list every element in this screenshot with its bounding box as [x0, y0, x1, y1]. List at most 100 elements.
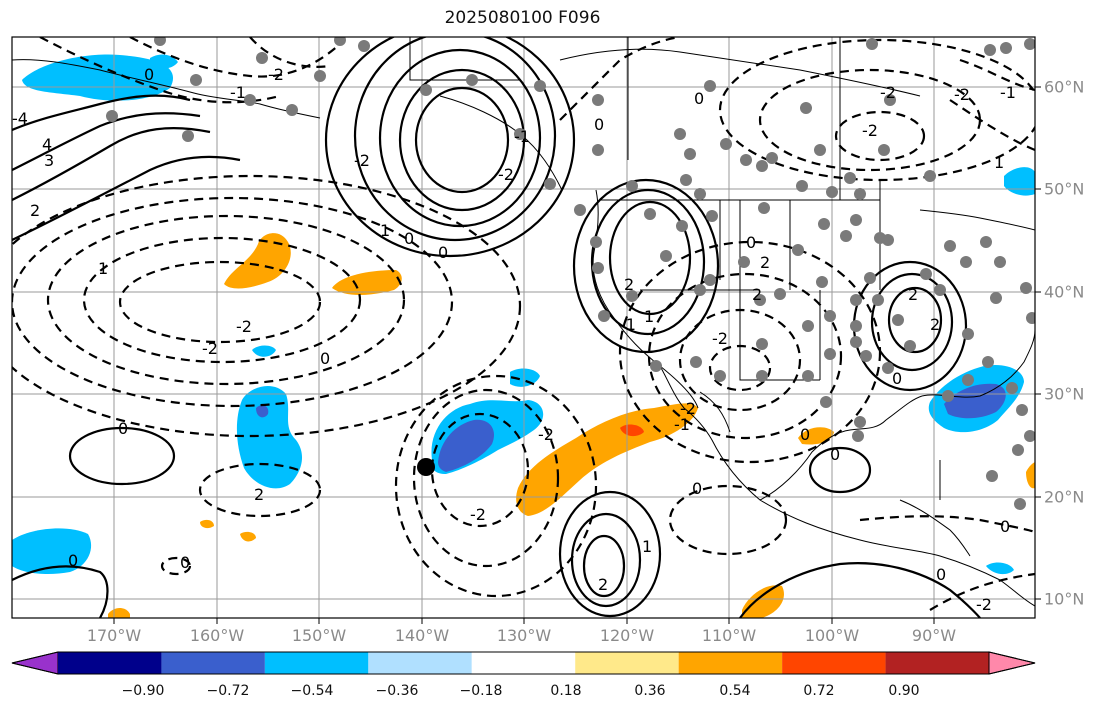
fill-canada-cyan: [1004, 167, 1035, 196]
longitude-label: 140°W: [394, 626, 450, 645]
contour-label: 0: [594, 115, 604, 134]
fill-gulf-orange: [798, 427, 834, 445]
fill-sw-cyan: [12, 528, 92, 574]
contour-label: 0: [936, 565, 946, 584]
fill-alaska-cyan-2: [150, 54, 178, 69]
contour-label: 1: [644, 307, 654, 326]
contour-label: -1: [230, 83, 246, 102]
contour-label: -2: [976, 595, 992, 614]
fill-alaska-cyan: [22, 54, 174, 101]
longitude-label: 130°W: [496, 626, 552, 645]
longitude-label: 100°W: [804, 626, 860, 645]
colorbar-segment: [678, 652, 783, 674]
contour-labels: 0 -1 -2 1 2 3 4 -4 -2 0 1 -2 0 -2 -2 -1 …: [12, 65, 1016, 614]
contour-label: -2: [880, 83, 896, 102]
colorbar-tick-label: 0.36: [634, 683, 666, 699]
colorbar-extend-min: [11, 651, 59, 675]
latitude-label: 50°N: [1044, 179, 1085, 199]
contour-label: 0: [694, 89, 704, 108]
fill-baja-red: [620, 424, 644, 437]
colorbar-tick-label: −0.18: [459, 683, 503, 699]
solid-contours: [12, 37, 981, 618]
contour-label: 1: [994, 153, 1004, 172]
contour-label: 2: [254, 485, 264, 504]
fill-small-cyan-1: [252, 345, 276, 357]
colorbar-tick-label: 0.90: [888, 683, 920, 699]
contour-label: 0: [404, 229, 414, 248]
contour-label: 2: [598, 575, 608, 594]
colorbar-extend-max: [988, 651, 1036, 675]
colorbar-outline: [11, 651, 1036, 675]
storm-center-marker: [417, 458, 435, 476]
contour-label: 0: [68, 551, 78, 570]
fill-small-cyan-3: [986, 562, 1014, 575]
contour-label: 0: [180, 553, 190, 572]
contour-label: 1: [380, 221, 390, 240]
dashed-contours: [12, 37, 1035, 611]
longitude-label: 150°W: [291, 626, 347, 645]
colorbar-segment: [161, 652, 265, 674]
colorbar-tick-label: 0.18: [550, 683, 582, 699]
contour-label: -2: [498, 165, 514, 184]
colorbar-segment: [575, 652, 679, 674]
fill-small-orange-2: [240, 531, 256, 542]
fill-small-orange-5: [1026, 462, 1035, 489]
axis-ticks: [113, 86, 1041, 624]
colorbar-tick-label: −0.90: [121, 683, 165, 699]
longitude-label: 120°W: [599, 626, 655, 645]
fill-baja-orange: [516, 403, 698, 516]
longitude-label: 160°W: [189, 626, 245, 645]
graticule: [12, 37, 1035, 618]
contour-label: 0: [692, 479, 702, 498]
colorbar-tick-label: 0.72: [803, 683, 835, 699]
fill-small-orange-4: [742, 585, 784, 618]
contour-label: 0: [892, 369, 902, 388]
map-title: 2025080100 F096: [444, 8, 601, 28]
fill-nw-orange-2: [332, 270, 402, 295]
longitude-label: 110°W: [701, 626, 757, 645]
contour-label: 1: [642, 537, 652, 556]
contour-label: 0: [320, 349, 330, 368]
colorbar-segment: [368, 652, 472, 674]
longitude-label: 90°W: [911, 626, 957, 645]
contour-label: -1: [674, 415, 690, 434]
contour-label: -2: [712, 329, 728, 348]
contour-label: -2: [954, 85, 970, 104]
contour-label: -2: [202, 339, 218, 358]
contour-label: -2: [862, 121, 878, 140]
fill-central-blue: [438, 419, 494, 472]
contour-label: 2: [908, 285, 918, 304]
contour-label: -2: [538, 425, 554, 444]
contour-label: 2: [30, 201, 40, 220]
contour-label: -2: [236, 317, 252, 336]
contour-label: 2: [624, 275, 634, 294]
latitude-label: 30°N: [1044, 384, 1085, 404]
contour-label: -4: [12, 109, 28, 128]
contour-label: 3: [44, 151, 54, 170]
colorbar-segment: [782, 652, 886, 674]
latitude-label: 20°N: [1044, 487, 1085, 507]
colorbar-segment: [885, 652, 989, 674]
colorbar-segment: [264, 652, 369, 674]
latitude-label: 60°N: [1044, 77, 1085, 97]
contour-label: -2: [354, 151, 370, 170]
fill-small-orange-1: [200, 519, 214, 529]
contour-label: -2: [268, 65, 284, 84]
fill-hawaii-blue: [256, 405, 269, 418]
contour-label: 0: [144, 65, 154, 84]
contour-label: -1: [1000, 83, 1016, 102]
contour-label: 0: [118, 419, 128, 438]
colorbar-tick-label: −0.72: [206, 683, 250, 699]
contour-label: -2: [680, 399, 696, 418]
fill-east-blue: [944, 383, 1006, 419]
contour-label: 4: [42, 135, 52, 154]
contour-label: -2: [470, 505, 486, 524]
latitude-label: 10°N: [1044, 589, 1085, 609]
colorbar-tick-label: −0.54: [290, 683, 334, 699]
contour-label: 0: [800, 425, 810, 444]
anomaly-fills: [12, 54, 1035, 618]
station-dots: [106, 37, 1035, 510]
fill-small-cyan-2: [510, 368, 540, 387]
colorbar-tick-label: 0.54: [719, 683, 751, 699]
